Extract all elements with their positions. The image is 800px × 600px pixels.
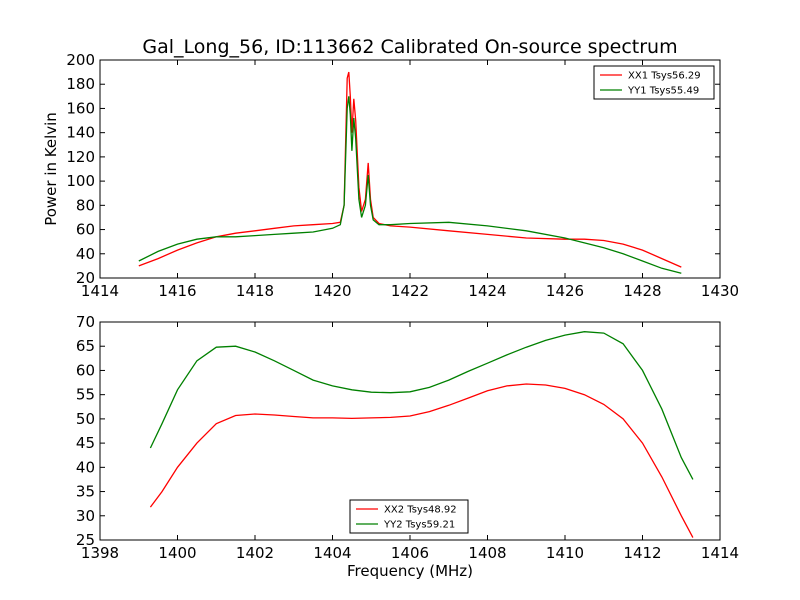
series-line-green: [149, 331, 694, 480]
y-tick-label: 20: [76, 269, 95, 287]
y-tick-label: 100: [66, 172, 95, 190]
x-tick-label: 1404: [313, 544, 351, 562]
y-tick-label: 30: [76, 507, 95, 525]
top-plot-panel: 1414 1416 1418 1420 1422 1424 1426 1428 1430 20 40…: [42, 51, 739, 300]
y-tick-label: 200: [66, 51, 95, 69]
x-tick-label: 1418: [236, 282, 274, 300]
y-tick-label: 70: [76, 313, 95, 331]
x-tick-label: 1426: [546, 282, 584, 300]
y-tick-label: 65: [76, 337, 95, 355]
legend-entry: XX2 Tsys48.92: [384, 505, 457, 516]
series-line-green: [138, 96, 682, 274]
x-tick-label: 1410: [546, 544, 584, 562]
x-tick-label: 1402: [236, 544, 274, 562]
chart-title: Gal_Long_56, ID:113662 Calibrated On-sou…: [142, 36, 677, 58]
legend-entry: XX1 Tsys56.29: [628, 71, 701, 82]
x-tick-label: 1400: [158, 544, 196, 562]
y-tick-label: 140: [66, 124, 95, 142]
x-tick-label: 1416: [158, 282, 196, 300]
x-tick-label: 1414: [81, 282, 119, 300]
y-tick-label: 120: [66, 148, 95, 166]
y-tick-label: 35: [76, 483, 95, 501]
y-tick-label: 40: [76, 458, 95, 476]
y-tick-label: 60: [76, 221, 95, 239]
y-tick-label: 55: [76, 386, 95, 404]
y-tick-label: 50: [76, 410, 95, 428]
x-tick-label: 1430: [701, 282, 739, 300]
bottom-plot-panel: 1398 1400 1402 1404 1406 1408 1410 1412 1414 25 30…: [76, 313, 739, 580]
y-tick-label: 25: [76, 531, 95, 549]
y-tick-label: 40: [76, 245, 95, 263]
x-tick-label: 1422: [391, 282, 429, 300]
legend-box: [593, 65, 715, 100]
y-tick-label: 60: [76, 361, 95, 379]
y-tick-label: 45: [76, 434, 95, 452]
x-tick-label: 1424: [468, 282, 506, 300]
x-tick-label: 1414: [701, 544, 739, 562]
legend-box: [349, 499, 469, 534]
legend: XX2 Tsys48.92 YY2 Tsys59.21: [349, 499, 469, 534]
x-tick-label: 1408: [468, 544, 506, 562]
x-axis-label: Frequency (MHz): [347, 562, 473, 580]
y-axis-label: Power in Kelvin: [42, 112, 60, 226]
x-tick-label: 1412: [623, 544, 661, 562]
legend-entry: YY2 Tsys59.21: [383, 520, 455, 531]
x-tick-label: 1420: [313, 282, 351, 300]
x-tick-label: 1406: [391, 544, 429, 562]
legend: XX1 Tsys56.29 YY1 Tsys55.49: [593, 65, 715, 100]
y-tick-label: 160: [66, 99, 95, 117]
series-line-red: [138, 71, 682, 268]
y-tick-label: 80: [76, 196, 95, 214]
y-tick-label: 180: [66, 75, 95, 93]
x-tick-label: 1398: [81, 544, 119, 562]
series-line-red: [149, 383, 694, 538]
x-tick-label: 1428: [623, 282, 661, 300]
legend-entry: YY1 Tsys55.49: [627, 86, 699, 97]
